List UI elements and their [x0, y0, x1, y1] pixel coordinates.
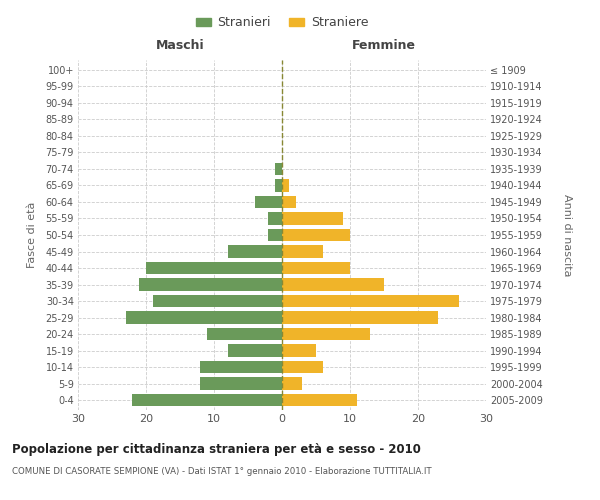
Bar — [255, 196, 282, 208]
Bar — [275, 180, 282, 192]
Text: Femmine: Femmine — [352, 38, 416, 52]
Bar — [146, 262, 282, 274]
Bar — [282, 312, 439, 324]
Text: Popolazione per cittadinanza straniera per età e sesso - 2010: Popolazione per cittadinanza straniera p… — [12, 442, 421, 456]
Y-axis label: Fasce di età: Fasce di età — [27, 202, 37, 268]
Bar — [282, 262, 350, 274]
Bar — [282, 361, 323, 374]
Bar — [282, 196, 296, 208]
Y-axis label: Anni di nascita: Anni di nascita — [562, 194, 572, 276]
Bar — [207, 328, 282, 340]
Bar — [282, 229, 350, 241]
Bar — [268, 212, 282, 224]
Bar — [227, 344, 282, 357]
Text: COMUNE DI CASORATE SEMPIONE (VA) - Dati ISTAT 1° gennaio 2010 - Elaborazione TUT: COMUNE DI CASORATE SEMPIONE (VA) - Dati … — [12, 468, 431, 476]
Bar — [200, 378, 282, 390]
Bar — [282, 295, 459, 307]
Bar — [282, 180, 289, 192]
Bar — [282, 212, 343, 224]
Bar — [139, 278, 282, 290]
Bar — [282, 378, 302, 390]
Text: Maschi: Maschi — [155, 38, 205, 52]
Bar — [282, 278, 384, 290]
Bar — [153, 295, 282, 307]
Bar — [133, 394, 282, 406]
Bar — [268, 229, 282, 241]
Bar — [200, 361, 282, 374]
Bar — [282, 328, 370, 340]
Bar — [282, 344, 316, 357]
Bar — [282, 246, 323, 258]
Legend: Stranieri, Straniere: Stranieri, Straniere — [191, 11, 373, 34]
Bar — [275, 163, 282, 175]
Bar — [227, 246, 282, 258]
Bar — [125, 312, 282, 324]
Bar — [282, 394, 357, 406]
